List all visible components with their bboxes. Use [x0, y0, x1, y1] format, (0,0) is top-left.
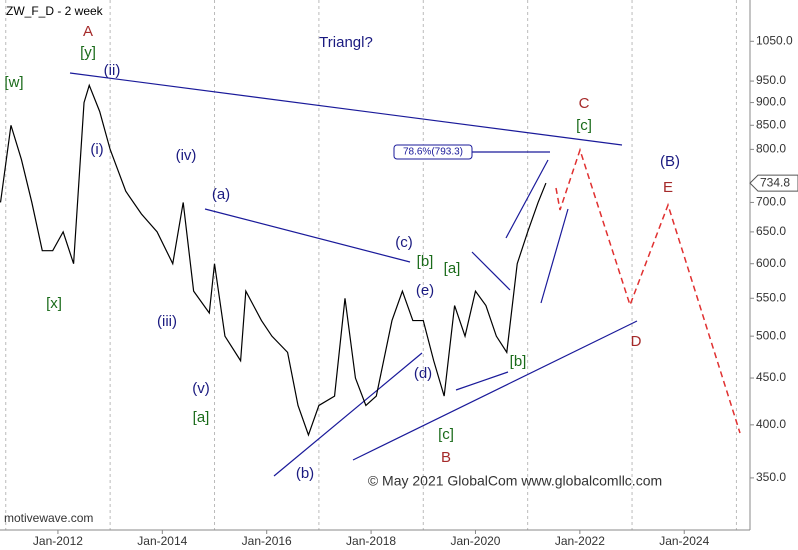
footer: motivewave.com: [4, 511, 93, 525]
y-tick-label: 1050.0: [756, 33, 793, 47]
y-tick-label: 550.0: [756, 290, 786, 304]
wave-label: (B): [660, 153, 680, 170]
trendline: [505, 159, 549, 239]
wave-label: [y]: [80, 44, 96, 61]
wave-label: [w]: [4, 74, 23, 91]
y-tick-label: 600.0: [756, 256, 786, 270]
wave-label: [a]: [444, 260, 461, 277]
wave-label: B: [441, 449, 451, 466]
wave-label: [c]: [576, 117, 592, 134]
copyright: © May 2021 GlobalCom www.globalcomllc.co…: [368, 473, 662, 489]
wave-label: (c): [395, 234, 413, 251]
trendlines: [69, 72, 638, 477]
price-line: [0, 83, 547, 437]
y-tick-label: 500.0: [756, 328, 786, 342]
wave-label: (iv): [176, 147, 197, 164]
trendline: [455, 371, 509, 391]
x-tick-label: Jan-2020: [450, 534, 500, 548]
x-tick-label: Jan-2016: [242, 534, 292, 548]
trendline: [352, 320, 638, 461]
projection: [555, 147, 741, 434]
trendline: [471, 251, 511, 291]
trendline: [69, 72, 623, 146]
trendline: [204, 208, 411, 263]
subtitle: Triangl?: [319, 34, 373, 51]
trendline: [540, 208, 569, 304]
last-price-box: [749, 174, 798, 192]
wave-label: [c]: [438, 426, 454, 443]
y-tick-label: 950.0: [756, 73, 786, 87]
wave-label: (i): [90, 141, 103, 158]
y-tick-label: 400.0: [756, 417, 786, 431]
y-tick-label: 900.0: [756, 95, 786, 109]
wave-label: (ii): [104, 62, 121, 79]
wave-label: (v): [192, 380, 210, 397]
wave-label: (d): [414, 365, 432, 382]
x-tick-label: Jan-2018: [346, 534, 396, 548]
wave-label: [a]: [193, 409, 210, 426]
trendline: [273, 352, 423, 477]
wave-label: (b): [296, 465, 314, 482]
y-tick-label: 650.0: [756, 224, 786, 238]
x-tick-label: Jan-2012: [33, 534, 83, 548]
x-tick-label: Jan-2024: [659, 534, 709, 548]
x-tick-label: Jan-2014: [137, 534, 187, 548]
wave-label: D: [631, 333, 642, 350]
wave-label: C: [579, 95, 590, 112]
y-tick-label: 800.0: [756, 142, 786, 156]
wave-label: [x]: [46, 295, 62, 312]
y-tick-label: 850.0: [756, 117, 786, 131]
fib-box: [393, 144, 473, 160]
wave-label: E: [663, 179, 673, 196]
x-tick-label: Jan-2022: [555, 534, 605, 548]
chart-title: ZW_F_D - 2 week: [6, 4, 104, 18]
wave-label: (e): [416, 282, 434, 299]
wave-label: A: [83, 23, 93, 40]
y-tick-label: 350.0: [756, 470, 786, 484]
wave-label: [b]: [417, 253, 434, 270]
wave-label: (iii): [157, 313, 177, 330]
y-tick-label: 700.0: [756, 195, 786, 209]
last-price-label: 734.8: [760, 175, 790, 189]
wave-label: (a): [212, 186, 230, 203]
fib-label: 78.6%(793.3): [403, 147, 463, 158]
y-tick-label: 450.0: [756, 370, 786, 384]
wave-label: [b]: [510, 353, 527, 370]
